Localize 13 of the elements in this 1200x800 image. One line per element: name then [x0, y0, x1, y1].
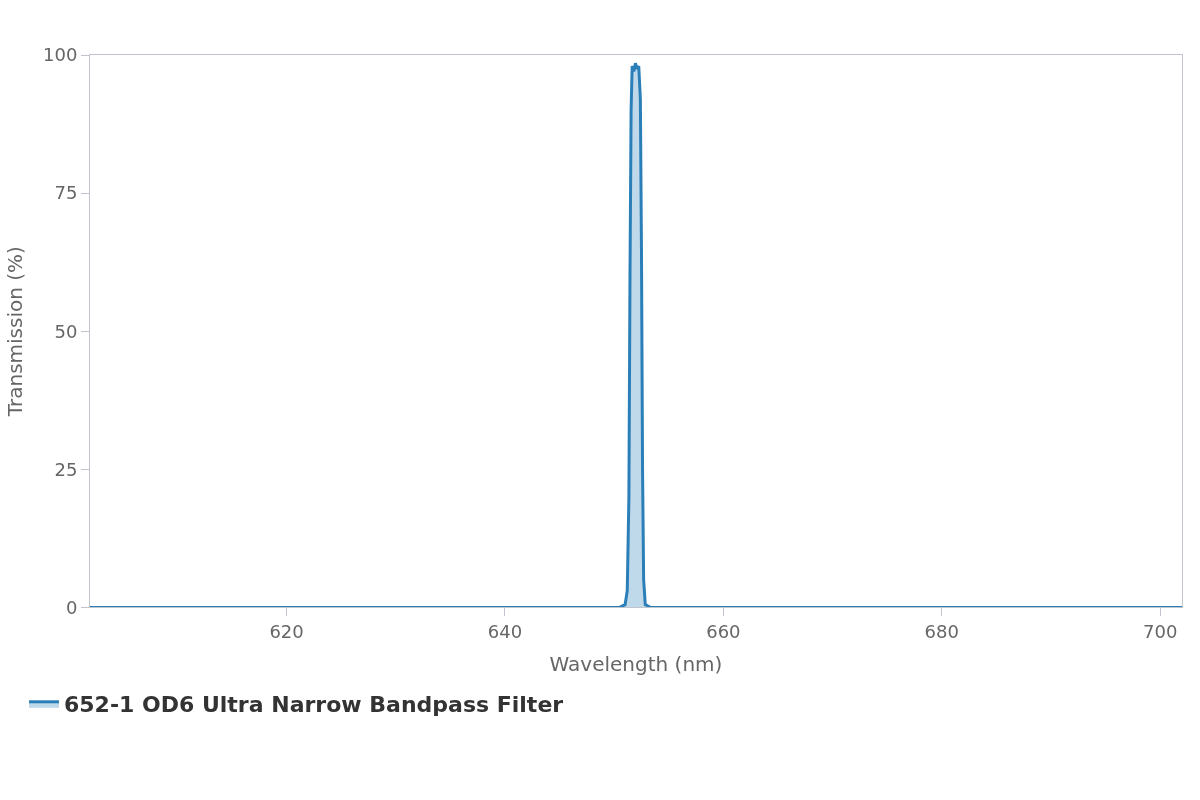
x-tick-label: 640	[487, 621, 523, 642]
y-tick-label: 75	[54, 182, 78, 204]
x-tick-label: 620	[269, 621, 304, 642]
y-tick-label: 25	[54, 458, 78, 480]
y-tick-label: 50	[54, 320, 78, 342]
x-tick-label: 680	[924, 621, 959, 642]
y-axis-title: Transmission (%)	[2, 246, 27, 418]
y-tick-label: 100	[43, 44, 78, 66]
x-tick-label: 660	[706, 621, 741, 642]
legend-label: 652-1 OD6 Ultra Narrow Bandpass Filter	[64, 692, 564, 718]
x-tick-label: 700	[1142, 621, 1178, 642]
y-tick-label: 0	[65, 596, 78, 618]
x-axis-title: Wavelength (nm)	[549, 651, 723, 676]
